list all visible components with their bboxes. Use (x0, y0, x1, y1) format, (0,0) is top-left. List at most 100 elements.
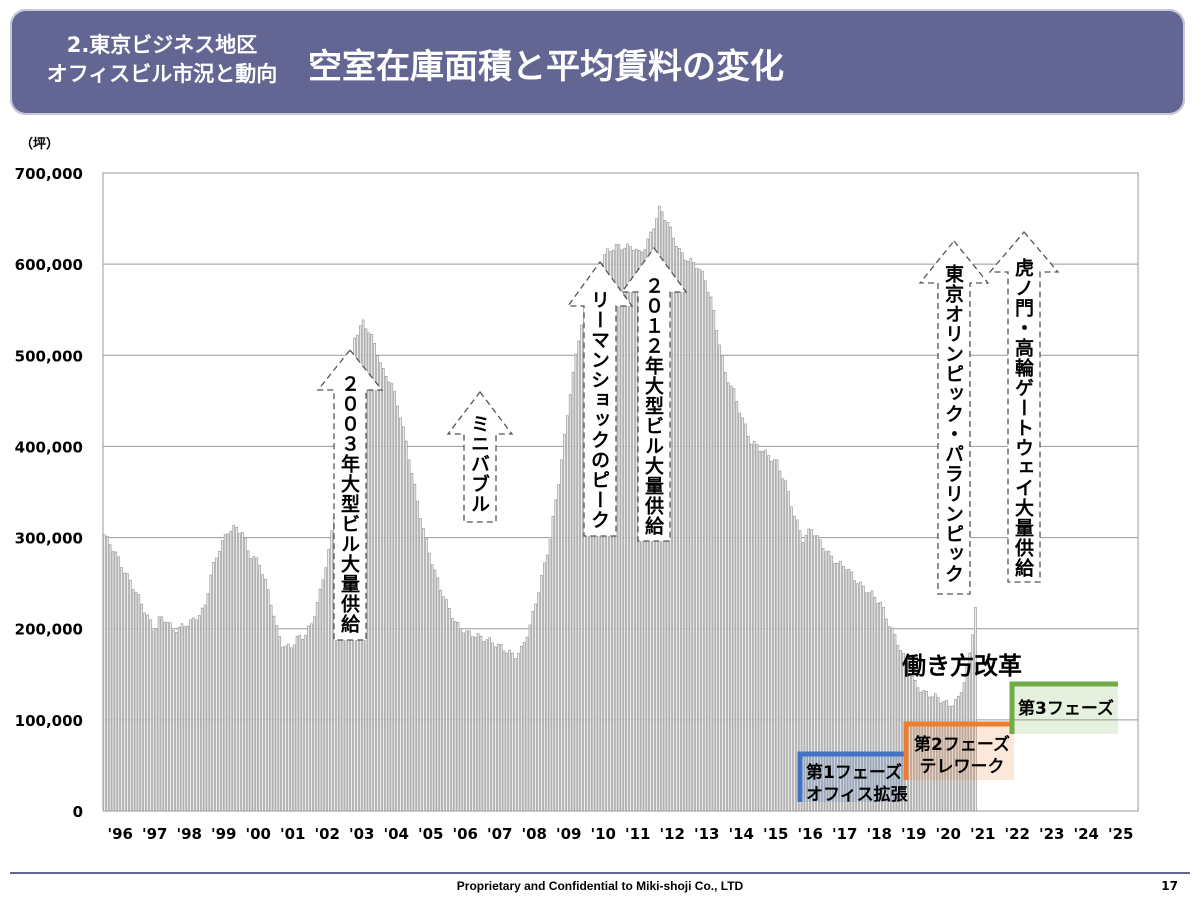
x-tick-label: '06 (453, 825, 478, 843)
vacancy-bar (974, 607, 977, 812)
slide-header: 2.東京ビジネス地区 オフィスビル市況と動向 空室在庫面積と平均賃料の変化 (10, 9, 1185, 115)
vacancy-bar (508, 649, 512, 812)
plot-area (102, 172, 1139, 812)
vacancy-bar (804, 535, 808, 812)
vacancy-bar (163, 621, 167, 812)
vacancy-bar (416, 500, 420, 812)
arrow-olympics (918, 239, 990, 595)
vacancy-bar (542, 562, 546, 812)
phase-1-sub: オフィス拡張 (806, 785, 908, 805)
vacancy-bar (180, 623, 184, 812)
vacancy-bar (565, 415, 569, 812)
phase-3-corner (1009, 681, 1118, 734)
y-tick-label: 100,000 (15, 712, 83, 730)
vacancy-bar (626, 243, 629, 812)
y-tick-label: 600,000 (15, 256, 83, 274)
vacancy-bar (220, 540, 224, 812)
vacancy-bar (430, 564, 434, 812)
phase-1-box (800, 754, 904, 802)
vacancy-bar (505, 652, 509, 812)
vacancy-bar (410, 472, 414, 812)
vacancy-bar (741, 417, 744, 812)
vacancy-bar (404, 440, 408, 812)
vacancy-bar (531, 611, 535, 812)
vacancy-bar (287, 643, 290, 812)
vacancy-bar (491, 642, 494, 812)
vacancy-bar (818, 539, 822, 812)
vacancy-bar (936, 697, 940, 812)
vacancy-bar (425, 538, 428, 812)
phase-1-title: 第1フェーズ (806, 763, 902, 783)
arrow-toranomon (988, 230, 1060, 583)
vacancy-bar (330, 530, 333, 812)
vacancy-bar (318, 588, 322, 812)
vacancy-bar (629, 246, 632, 812)
y-tick-label: 500,000 (15, 347, 83, 365)
x-tick-label: '00 (246, 825, 271, 843)
vacancy-bar (853, 580, 857, 812)
vacancy-bar (678, 248, 681, 812)
vacancy-bar (816, 535, 819, 812)
vacancy-bar (312, 616, 316, 812)
phase-2-title: 第2フェーズ (914, 735, 1010, 755)
vacancy-bar (473, 636, 477, 812)
vacancy-bar (744, 423, 747, 812)
vacancy-bar (686, 261, 690, 812)
vacancy-bar (433, 569, 437, 812)
vacancy-bar (235, 526, 238, 812)
vacancy-bar (919, 691, 923, 812)
x-tick-label: '11 (625, 825, 650, 843)
vacancy-bar (528, 624, 532, 812)
vacancy-bar (459, 628, 463, 812)
vacancy-bar (928, 696, 931, 812)
vacancy-bar (192, 617, 195, 812)
vacancy-bar (367, 332, 371, 812)
vacancy-bar (703, 280, 707, 812)
vacancy-bar (160, 616, 164, 812)
vacancy-bar (675, 246, 678, 812)
vacancy-bar (864, 592, 868, 812)
vacancy-bar (968, 652, 972, 812)
vacancy-bar (229, 530, 233, 812)
vacancy-bar (896, 644, 900, 812)
x-tick-label: '25 (1108, 825, 1133, 843)
vacancy-bar (445, 599, 448, 812)
vacancy-bar (212, 561, 215, 812)
x-tick-label: '96 (108, 825, 133, 843)
vacancy-bar (680, 252, 684, 812)
vacancy-bar (764, 449, 767, 812)
phase-3-title: 第3フェーズ (1018, 699, 1114, 719)
vacancy-bar (939, 702, 943, 812)
y-unit-label: （坪） (20, 136, 59, 152)
x-tick-label: '19 (901, 825, 926, 843)
vacancy-bar (195, 619, 198, 812)
vacancy-bar (379, 362, 382, 812)
vacancy-bar (758, 450, 762, 812)
vacancy-bar (735, 401, 739, 812)
vacancy-bar (482, 641, 486, 812)
vacancy-bar (134, 591, 138, 812)
vacancy-bar (413, 484, 417, 812)
vacancy-bar (537, 592, 540, 812)
vacancy-bar (715, 329, 719, 812)
vacancy-bar (292, 644, 296, 812)
vacancy-bar (264, 578, 267, 812)
vacancy-bar (683, 259, 687, 812)
vacancy-bar (284, 645, 287, 812)
x-tick-label: '97 (142, 825, 167, 843)
vacancy-bar (436, 577, 440, 812)
x-tick-label: '23 (1039, 825, 1064, 843)
vacancy-bar (304, 634, 307, 812)
vacancy-bar (456, 622, 460, 812)
y-tick-label: 300,000 (15, 530, 83, 548)
vacancy-bar (787, 491, 790, 812)
vacancy-bar (422, 528, 425, 812)
x-tick-label: '07 (487, 825, 512, 843)
vacancy-bar (137, 594, 141, 812)
vacancy-bar (859, 581, 862, 812)
vacancy-bar (471, 636, 474, 812)
vacancy-bar (718, 344, 721, 812)
vacancy-bar (258, 564, 261, 812)
vacancy-bar (738, 412, 742, 812)
